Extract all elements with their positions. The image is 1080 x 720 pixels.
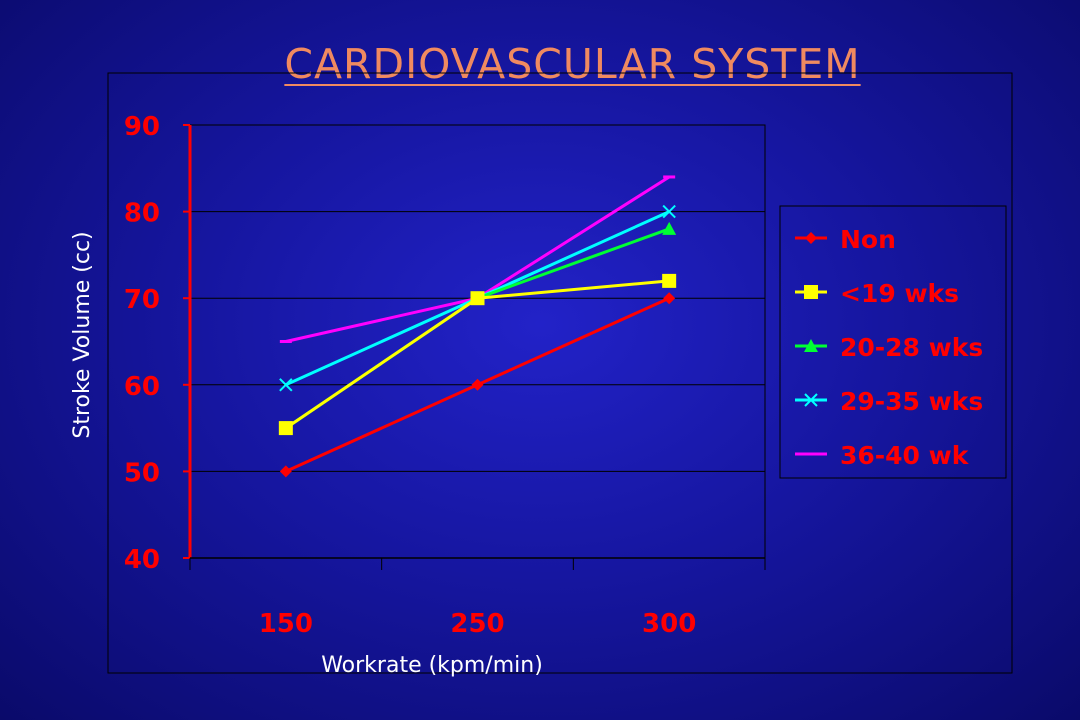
legend-label: 36-40 wk <box>840 441 970 470</box>
legend-marker <box>804 339 818 352</box>
data-point <box>662 204 676 219</box>
series-1 <box>278 273 677 436</box>
chart-area-border <box>107 72 1013 674</box>
series-2 <box>278 221 677 435</box>
y-tick-label: 70 <box>124 285 160 315</box>
series-4 <box>279 175 676 343</box>
y-tick-label: 90 <box>124 112 160 142</box>
legend-item: 29-35 wks <box>795 387 983 416</box>
data-point <box>662 221 677 235</box>
legend-label: <19 wks <box>840 279 959 308</box>
legend-item: Non <box>795 225 896 254</box>
legend-box <box>779 205 1007 479</box>
x-axis-label: Workrate (kpm/min) <box>321 653 543 678</box>
data-point <box>663 292 676 305</box>
plot-frame <box>189 124 766 559</box>
data-point <box>279 378 293 392</box>
data-point <box>279 465 292 478</box>
slide-title: CARDIOVASCULAR SYSTEM <box>0 40 1080 88</box>
y-tick-label: 60 <box>124 372 160 402</box>
legend-marker <box>804 393 818 407</box>
y-tick-label: 50 <box>124 458 160 488</box>
marker-stroke <box>804 393 818 407</box>
legend-item: 36-40 wk <box>795 441 970 470</box>
marker-stroke <box>662 204 676 219</box>
y-tick-label: 40 <box>124 545 160 575</box>
legend-marker <box>804 285 818 299</box>
legend: Non <19 wks 20-28 wks 29-35 wks 36-40 wk <box>779 205 1007 479</box>
marker-stroke <box>279 378 293 392</box>
x-tick-label: 150 <box>259 609 313 639</box>
x-tick-label: 250 <box>450 609 504 639</box>
data-point <box>470 291 485 306</box>
y-axis-label: Stroke Volume (cc) <box>70 231 95 438</box>
legend-label: 29-35 wks <box>840 387 983 416</box>
data-point <box>278 421 293 436</box>
legend-label: 20-28 wks <box>840 333 983 362</box>
x-tick-label: 300 <box>642 609 696 639</box>
data-point <box>662 273 677 288</box>
legend-item: <19 wks <box>795 279 959 308</box>
legend-item: 20-28 wks <box>795 333 983 362</box>
legend-label: Non <box>840 225 896 254</box>
series-0 <box>279 292 676 478</box>
slide-title-text: CARDIOVASCULAR SYSTEM <box>284 40 861 88</box>
y-tick-label: 80 <box>124 199 160 229</box>
data-point <box>471 378 484 391</box>
series-line <box>285 175 670 343</box>
legend-marker <box>805 232 817 244</box>
